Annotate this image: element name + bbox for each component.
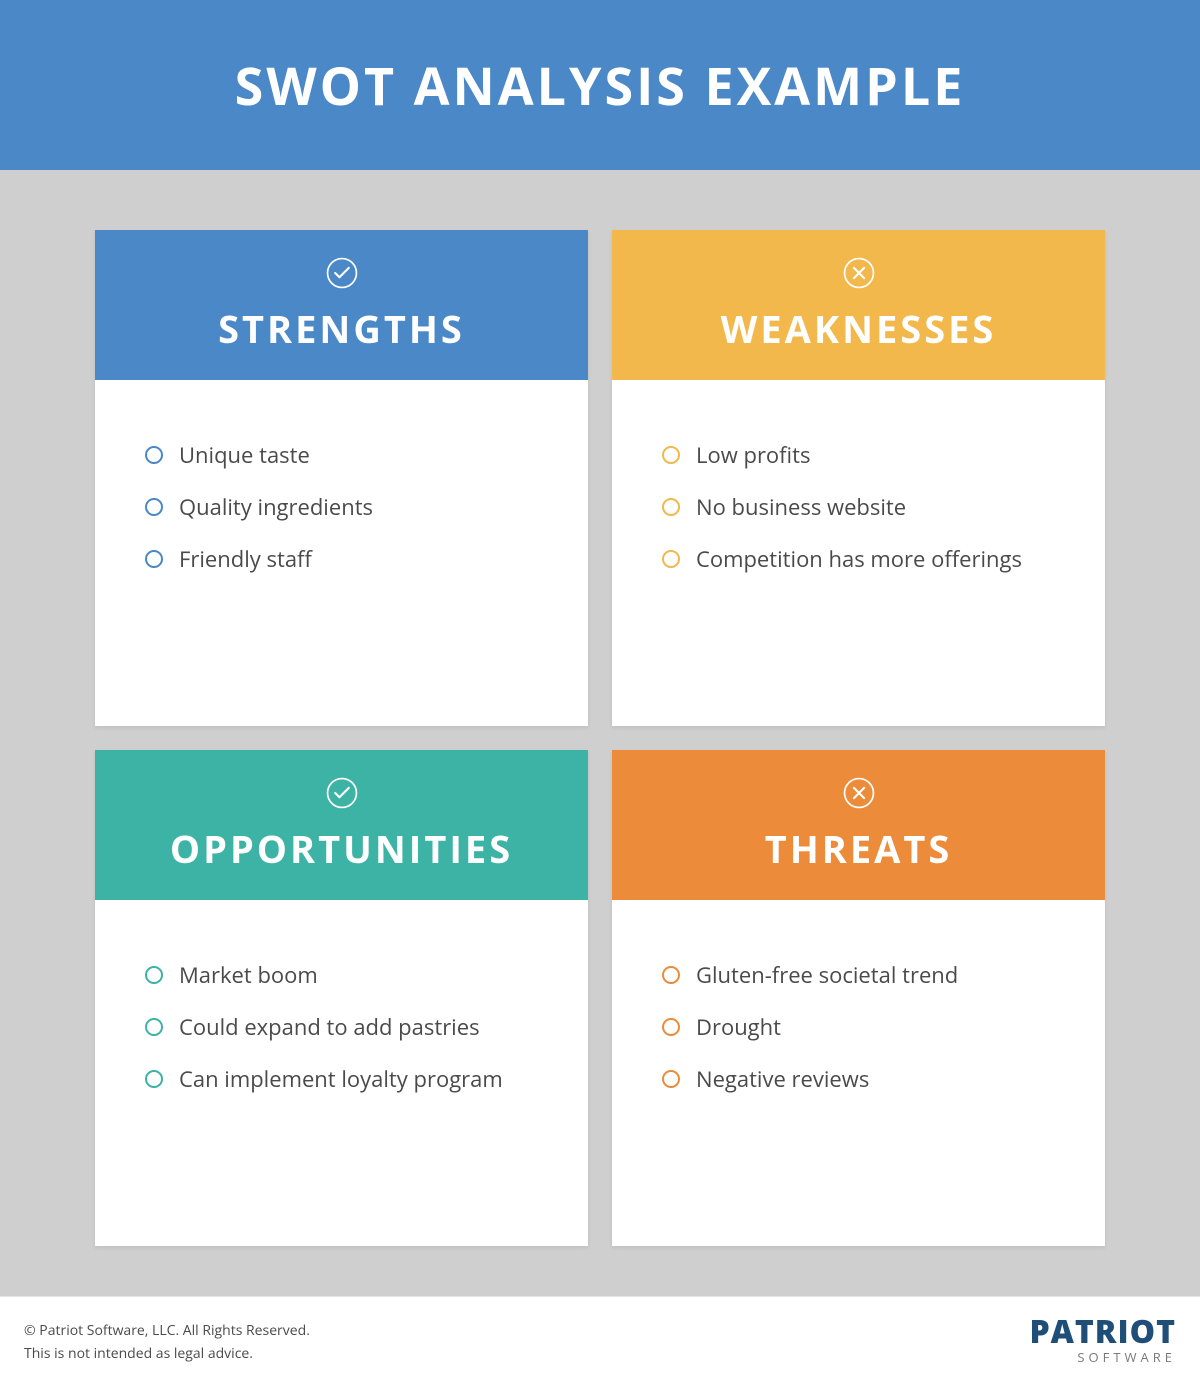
list-item: No business website: [662, 492, 1065, 522]
bullet-icon: [145, 498, 163, 516]
list-item-text: Negative reviews: [696, 1064, 869, 1094]
bullet-icon: [145, 550, 163, 568]
card-header-strengths: STRENGTHS: [95, 230, 588, 380]
list-item-text: Drought: [696, 1012, 781, 1042]
list-item-text: Unique taste: [179, 440, 310, 470]
copyright-text: © Patriot Software, LLC. All Rights Rese…: [24, 1321, 310, 1340]
list-item: Gluten-free societal trend: [662, 960, 1065, 990]
card-title: WEAKNESSES: [721, 303, 997, 355]
swot-card-strengths: STRENGTHS Unique taste Quality ingredients…: [95, 230, 588, 726]
list-item-text: Friendly staff: [179, 544, 312, 574]
card-body-threats: Gluten-free societal trend Drought Negativ…: [612, 900, 1105, 1246]
list-item-text: Market boom: [179, 960, 318, 990]
bullet-icon: [145, 1018, 163, 1036]
swot-grid: STRENGTHS Unique taste Quality ingredients…: [95, 230, 1105, 1246]
swot-card-threats: THREATS Gluten-free societal trend Drought…: [612, 750, 1105, 1246]
footer-left: © Patriot Software, LLC. All Rights Rese…: [24, 1321, 310, 1363]
list-item-text: Quality ingredients: [179, 492, 373, 522]
card-body-weaknesses: Low profits No business website Competitio…: [612, 380, 1105, 726]
card-header-opportunities: OPPORTUNITIES: [95, 750, 588, 900]
list-item-text: Gluten-free societal trend: [696, 960, 958, 990]
check-circle-icon: [325, 256, 359, 295]
cross-circle-icon: [842, 256, 876, 295]
list-item-text: Competition has more offerings: [696, 544, 1022, 574]
list-item-text: Low profits: [696, 440, 810, 470]
list-item: Can implement loyalty program: [145, 1064, 548, 1094]
card-header-threats: THREATS: [612, 750, 1105, 900]
swot-card-weaknesses: WEAKNESSES Low profits No business website…: [612, 230, 1105, 726]
card-title: THREATS: [765, 823, 953, 875]
bullet-icon: [662, 966, 680, 984]
bullet-icon: [145, 966, 163, 984]
disclaimer-text: This is not intended as legal advice.: [24, 1344, 310, 1363]
list-item-text: No business website: [696, 492, 906, 522]
list-item: Drought: [662, 1012, 1065, 1042]
page-header: SWOT ANALYSIS EXAMPLE: [0, 0, 1200, 170]
page-title: SWOT ANALYSIS EXAMPLE: [235, 50, 966, 121]
swot-card-opportunities: OPPORTUNITIES Market boom Could expand to …: [95, 750, 588, 1246]
card-header-weaknesses: WEAKNESSES: [612, 230, 1105, 380]
list-item: Unique taste: [145, 440, 548, 470]
list-item: Negative reviews: [662, 1064, 1065, 1094]
list-item: Competition has more offerings: [662, 544, 1065, 574]
bullet-icon: [662, 1070, 680, 1088]
logo-main-text: PATRIOT: [1029, 1316, 1176, 1348]
bullet-icon: [145, 446, 163, 464]
footer: © Patriot Software, LLC. All Rights Rese…: [0, 1296, 1200, 1386]
cross-circle-icon: [842, 776, 876, 815]
list-item: Low profits: [662, 440, 1065, 470]
card-body-strengths: Unique taste Quality ingredients Friendly …: [95, 380, 588, 726]
bullet-icon: [145, 1070, 163, 1088]
bullet-icon: [662, 550, 680, 568]
bullet-icon: [662, 1018, 680, 1036]
list-item-text: Could expand to add pastries: [179, 1012, 480, 1042]
list-item: Could expand to add pastries: [145, 1012, 548, 1042]
bullet-icon: [662, 498, 680, 516]
list-item-text: Can implement loyalty program: [179, 1064, 503, 1094]
list-item: Quality ingredients: [145, 492, 548, 522]
card-title: STRENGTHS: [218, 303, 465, 355]
check-circle-icon: [325, 776, 359, 815]
bullet-icon: [662, 446, 680, 464]
body-area: STRENGTHS Unique taste Quality ingredients…: [0, 170, 1200, 1296]
list-item: Market boom: [145, 960, 548, 990]
brand-logo: PATRIOT SOFTWARE: [1029, 1316, 1176, 1368]
card-body-opportunities: Market boom Could expand to add pastries C…: [95, 900, 588, 1246]
card-title: OPPORTUNITIES: [170, 823, 513, 875]
list-item: Friendly staff: [145, 544, 548, 574]
